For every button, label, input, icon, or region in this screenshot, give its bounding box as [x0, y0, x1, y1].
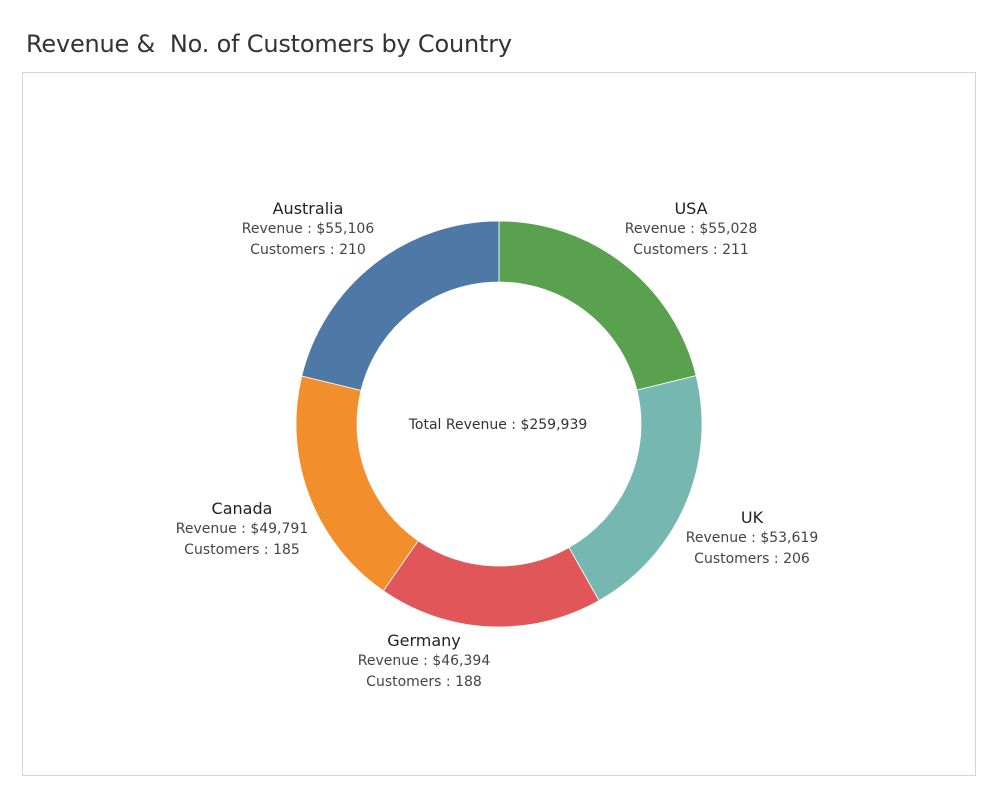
donut-slices [295, 220, 703, 628]
slice-germany[interactable] [382, 540, 600, 628]
slice-label-australia: Australia Revenue : $55,106 Customers : 21… [208, 198, 408, 261]
revenue-value: Revenue : $55,028 [624, 221, 758, 237]
slice-label-usa: USA Revenue : $55,028 Customers : 211 [591, 198, 791, 261]
slice-australia[interactable] [301, 220, 500, 391]
revenue-value: Revenue : $53,619 [685, 530, 819, 546]
customers-value: Customers : 211 [633, 242, 749, 258]
chart-panel [22, 72, 976, 776]
country-name: Canada [211, 499, 273, 518]
slice-label-uk: UK Revenue : $53,619 Customers : 206 [652, 507, 852, 570]
customers-value: Customers : 185 [184, 542, 300, 558]
country-name: UK [740, 508, 764, 527]
customers-value: Customers : 210 [250, 242, 366, 258]
total-revenue-label: Total Revenue : $259,939 [408, 417, 588, 433]
revenue-value: Revenue : $49,791 [175, 521, 309, 537]
revenue-value: Revenue : $46,394 [357, 653, 491, 669]
customers-value: Customers : 188 [366, 674, 482, 690]
country-name: USA [674, 199, 708, 218]
customers-value: Customers : 206 [694, 551, 810, 567]
revenue-value: Revenue : $55,106 [241, 221, 375, 237]
country-name: Australia [272, 199, 344, 218]
country-name: Germany [387, 631, 461, 650]
slice-label-germany: Germany Revenue : $46,394 Customers : 188 [324, 630, 524, 693]
chart-title: Revenue & No. of Customers by Country [26, 30, 512, 58]
slice-label-canada: Canada Revenue : $49,791 Customers : 185 [142, 498, 342, 561]
